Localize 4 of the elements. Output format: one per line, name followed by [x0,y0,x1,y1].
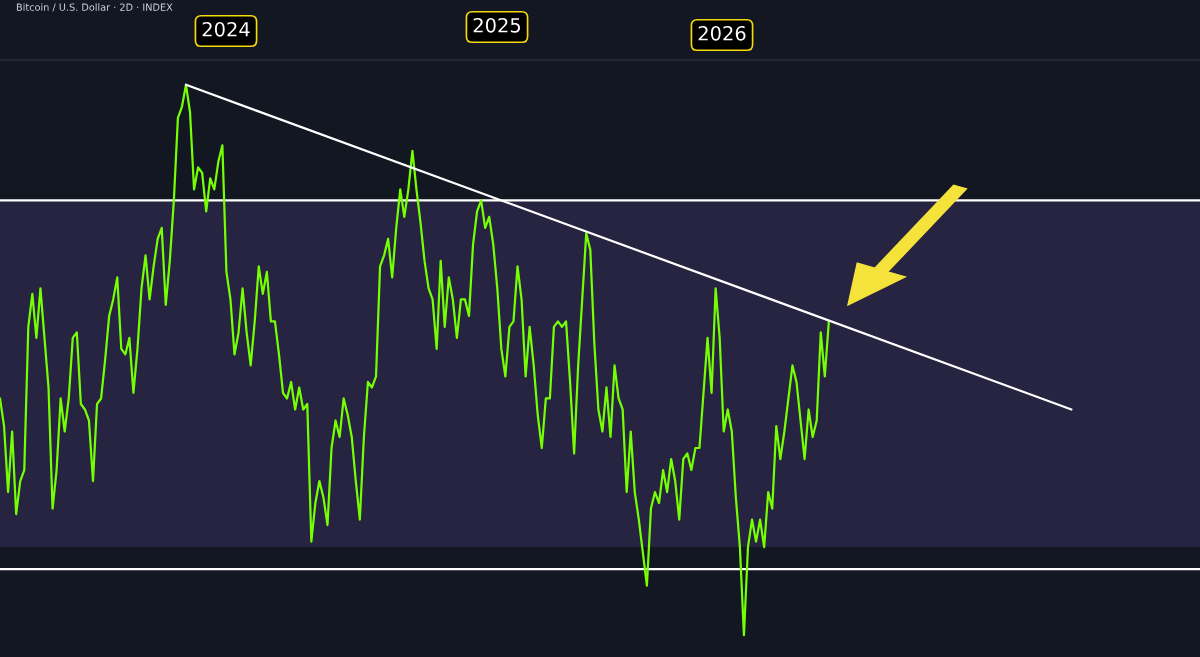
chart-title: Bitcoin / U.S. Dollar · 2D · INDEX [16,3,173,12]
text: 2025 [473,17,521,33]
text: 2024 [202,21,250,37]
text: 2026 [698,25,746,41]
